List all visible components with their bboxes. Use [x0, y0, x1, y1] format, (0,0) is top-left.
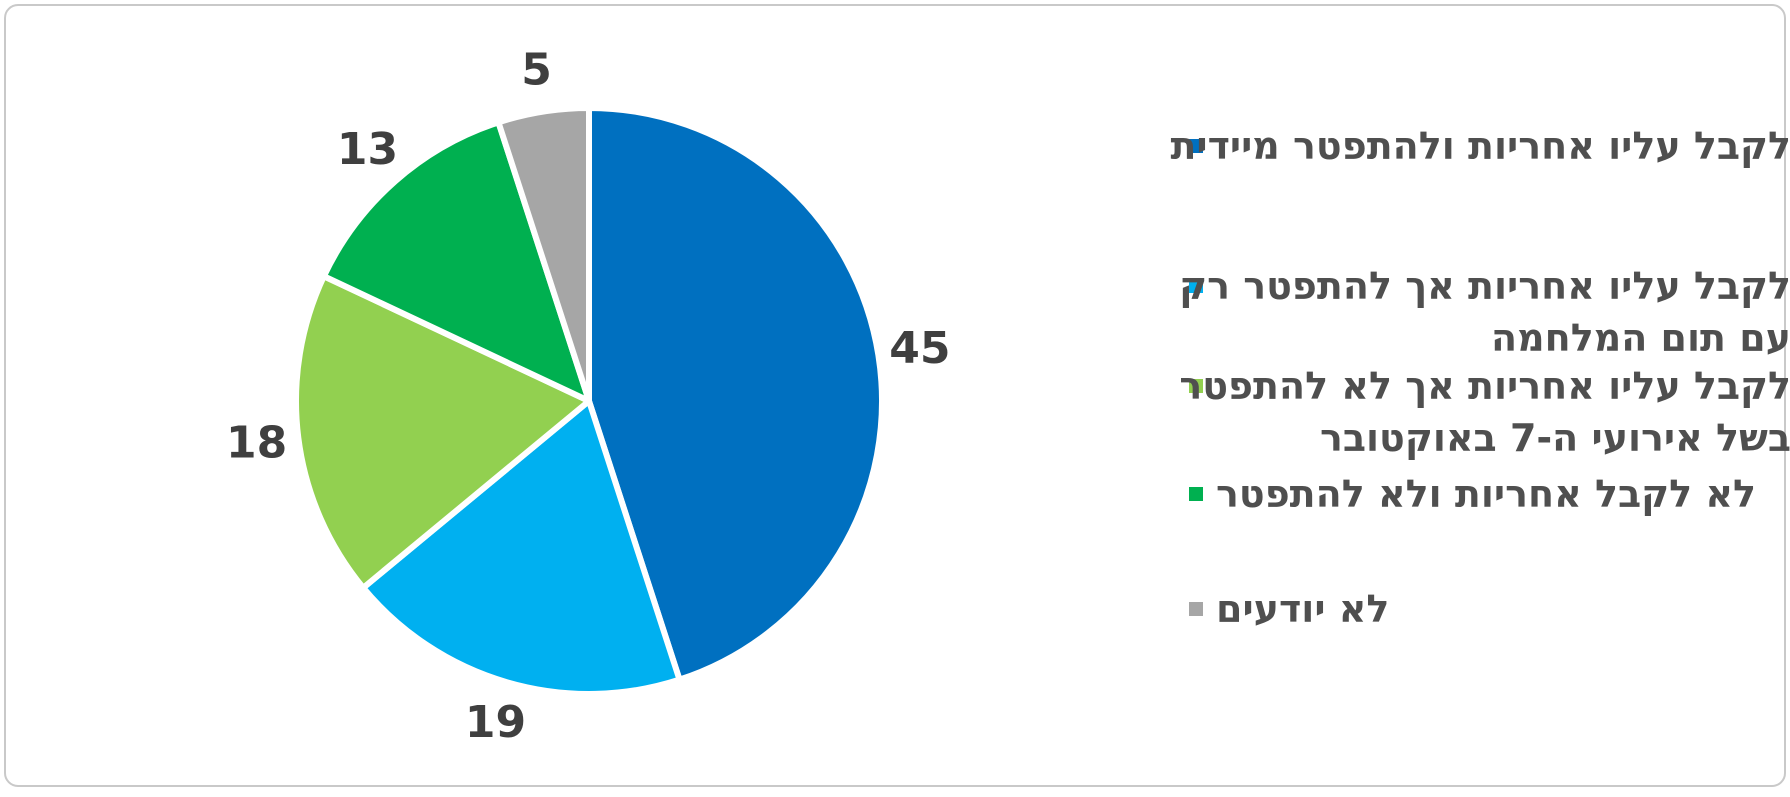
- pie-chart: 45 19 18 13 5: [226, 45, 950, 749]
- pie-slice-4: [320, 119, 592, 404]
- pie-slice-2: [360, 398, 683, 697]
- value-label-3: 18: [226, 417, 287, 468]
- value-label-5: 5: [521, 45, 552, 96]
- value-label-2: 19: [465, 697, 526, 748]
- value-label-1: 45: [889, 323, 950, 374]
- value-label-4: 13: [337, 124, 398, 175]
- pie-slice-3: [293, 273, 592, 591]
- pie-slice-1: [586, 105, 885, 683]
- pie-slice-5: [495, 105, 592, 404]
- chart-canvas: 45 19 18 13 5 לקבל עליו אחריות ולהתפטר מיידי…: [4, 4, 1790, 787]
